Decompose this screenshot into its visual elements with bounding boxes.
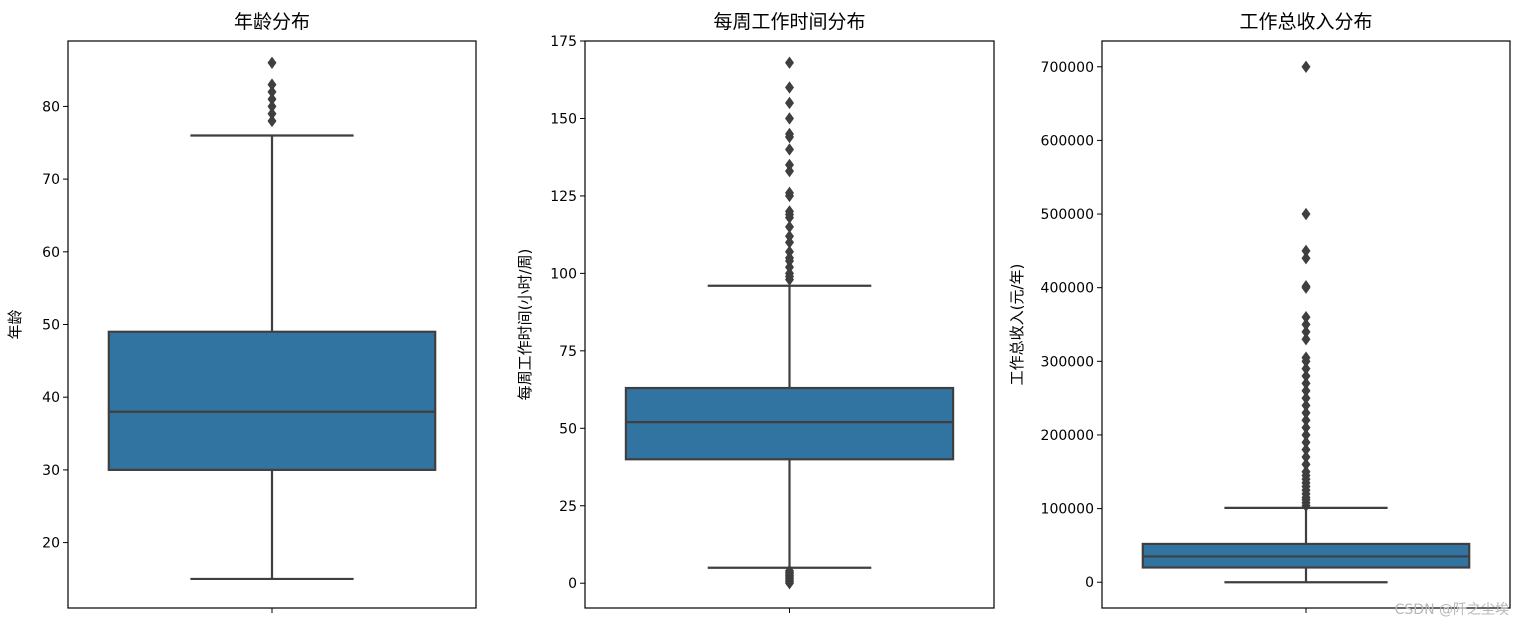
y-tick-label: 50 xyxy=(42,318,60,334)
outlier-point xyxy=(785,56,794,69)
outlier-point xyxy=(267,92,277,106)
plot-frame xyxy=(1101,40,1511,609)
outlier-point xyxy=(267,56,277,69)
outlier-point xyxy=(1301,369,1311,383)
outlier-point xyxy=(785,245,794,258)
outlier-point xyxy=(785,164,794,178)
y-tick-label: 0 xyxy=(1085,575,1094,591)
iqr-box xyxy=(624,386,955,461)
outlier-point xyxy=(785,143,794,156)
outlier-point xyxy=(1301,436,1311,449)
outlier-point xyxy=(785,230,794,243)
outlier-point xyxy=(1301,207,1311,221)
y-tick-label: 20 xyxy=(42,536,60,552)
plot-frame xyxy=(67,40,477,609)
outlier-point xyxy=(1301,252,1311,265)
y-axis-label: 每周工作时间(小时/周) xyxy=(516,249,534,401)
y-axis-label: 工作总收入(元/年) xyxy=(1008,264,1026,386)
outlier-point xyxy=(1301,384,1311,397)
outlier-point xyxy=(267,107,277,120)
outlier-point xyxy=(1301,244,1311,258)
outlier-point xyxy=(785,158,794,172)
outlier-point xyxy=(1301,406,1311,420)
y-tick-label: 75 xyxy=(559,344,577,360)
outlier-point xyxy=(1301,318,1311,331)
outlier-point xyxy=(785,267,794,280)
outlier-point xyxy=(785,186,794,200)
iqr-box xyxy=(107,330,437,471)
y-tick-label: 175 xyxy=(550,34,577,50)
y-tick-label: 50 xyxy=(559,421,577,437)
watermark: CSDN @阡之尘埃 xyxy=(1394,602,1509,618)
outlier-point xyxy=(785,260,794,274)
outlier-point xyxy=(1301,458,1311,471)
y-tick-label: 0 xyxy=(568,576,577,592)
outlier-point xyxy=(1301,325,1311,339)
outlier-point xyxy=(1301,362,1311,375)
y-tick-label: 80 xyxy=(42,99,60,115)
y-tick-label: 40 xyxy=(42,390,60,406)
outlier-point xyxy=(1301,391,1311,405)
chart-title: 每周工作时间分布 xyxy=(713,11,865,33)
outlier-point xyxy=(1301,414,1311,427)
outlier-point xyxy=(1301,333,1311,346)
y-tick-label: 60 xyxy=(42,245,60,261)
outlier-point xyxy=(785,205,794,218)
y-tick-label: 200000 xyxy=(1041,428,1094,444)
outlier-point xyxy=(1301,60,1311,73)
outlier-point xyxy=(267,78,277,91)
chart-title: 年龄分布 xyxy=(234,11,310,33)
outlier-point xyxy=(785,564,794,578)
outlier-point xyxy=(785,112,794,125)
y-tick-label: 25 xyxy=(559,499,577,515)
outlier-point xyxy=(1301,310,1311,324)
outlier-point xyxy=(1301,399,1311,412)
outlier-point xyxy=(1301,351,1311,364)
outlier-point xyxy=(1301,377,1311,390)
outlier-point xyxy=(267,114,277,128)
outlier-point xyxy=(785,220,794,234)
outlier-point xyxy=(785,96,794,110)
outlier-point xyxy=(785,251,794,265)
y-axis-label: 年龄 xyxy=(6,309,24,339)
y-tick-label: 100 xyxy=(550,266,577,282)
outlier-point xyxy=(1301,280,1311,293)
outlier-point xyxy=(1301,428,1311,442)
y-tick-label: 150 xyxy=(550,111,577,127)
y-tick-label: 100000 xyxy=(1041,502,1094,518)
y-tick-label: 500000 xyxy=(1041,207,1094,223)
plot-frame xyxy=(584,40,995,609)
outlier-point xyxy=(1301,465,1311,478)
outlier-point xyxy=(1301,450,1311,464)
y-tick-label: 600000 xyxy=(1041,133,1094,149)
y-tick-label: 125 xyxy=(550,189,577,205)
outlier-point xyxy=(785,127,794,141)
y-tick-label: 400000 xyxy=(1041,281,1094,297)
outlier-point xyxy=(785,81,794,94)
outlier-point xyxy=(267,85,277,99)
outlier-point xyxy=(1301,443,1311,456)
outlier-point xyxy=(785,236,794,249)
y-tick-label: 70 xyxy=(42,172,60,188)
y-tick-label: 700000 xyxy=(1041,60,1094,76)
y-tick-label: 300000 xyxy=(1041,354,1094,370)
outlier-point xyxy=(267,100,277,113)
y-tick-label: 30 xyxy=(42,463,60,479)
outlier-point xyxy=(1301,421,1311,434)
chart-title: 工作总收入分布 xyxy=(1239,11,1372,33)
